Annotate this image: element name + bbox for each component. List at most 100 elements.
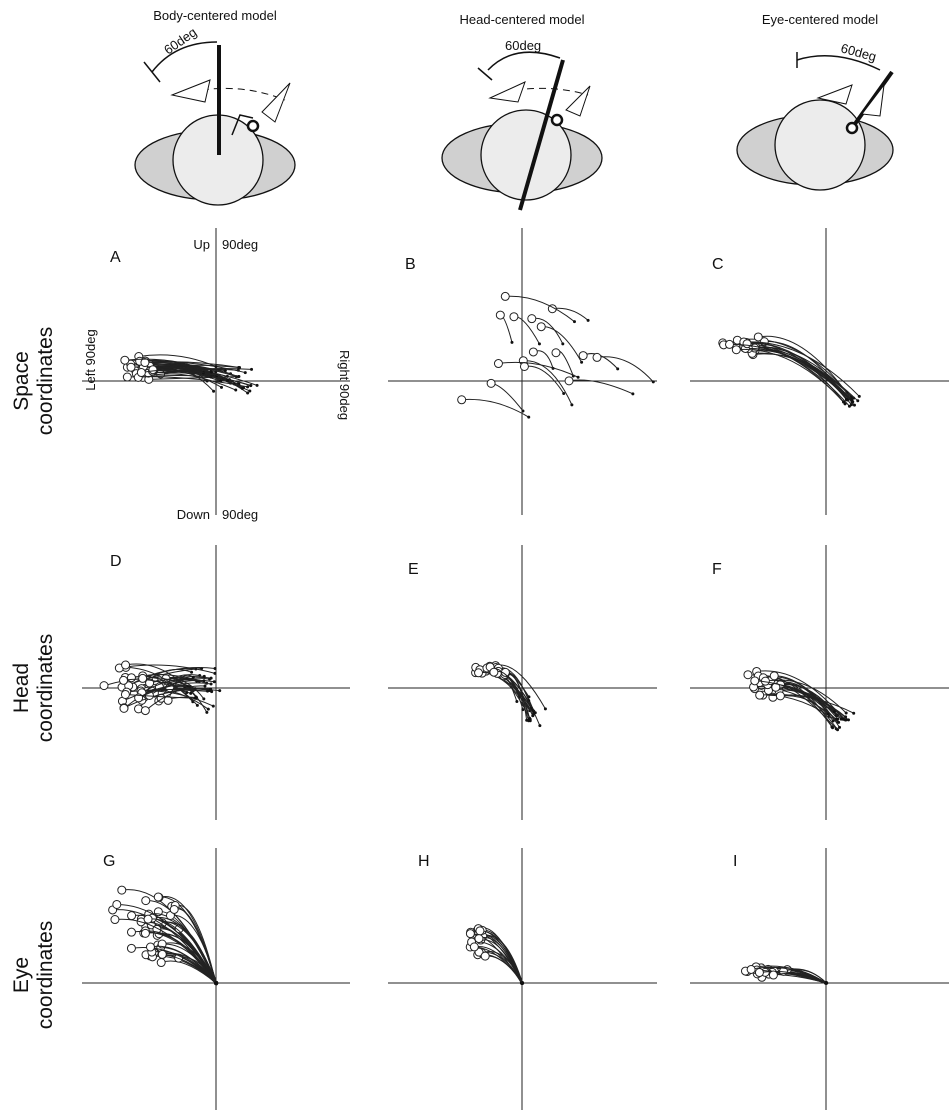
trajectory [745,347,853,401]
panel-letter: I [733,853,737,870]
trajectory [762,694,839,723]
trajectory-end [537,342,541,346]
trajectory-start [136,368,146,378]
trajectory-start [527,314,537,324]
trajectory-end [830,725,834,729]
trajectory-start [465,929,475,939]
trajectory-start [163,695,173,705]
trajectory-end [248,389,252,393]
trajectory-start [489,667,499,677]
trajectory-end [826,712,830,716]
trajectory-end [838,725,842,729]
trajectory [150,945,217,983]
model-title: Eye-centered model [762,12,878,27]
trajectory [770,679,847,714]
trajectory-end [837,720,841,724]
trajectory-end [241,386,245,390]
trajectory [126,689,208,693]
axis-label: Up [193,237,210,252]
trajectory-end [195,703,199,707]
trajectory-start [145,678,155,688]
trajectory-end [223,369,227,373]
trajectory [131,676,198,706]
trajectory-start [141,896,151,906]
trajectory [505,295,575,323]
trajectory-start [500,291,510,301]
trajectory-end [214,981,218,985]
panel-letter: E [408,561,419,578]
trajectory-end [209,682,213,686]
axis-label: Down [177,507,210,522]
trajectory-end [616,367,620,371]
trajectory-start [120,355,130,365]
trajectory-end [238,366,242,370]
trajectory-end [856,399,860,403]
trajectory-end [190,670,194,674]
trajectory-end [206,707,210,711]
trajectory-start [157,949,167,959]
angle-label: 60deg [505,38,541,53]
trajectory-start [126,943,136,953]
row-label-line: coordinates [34,921,57,1030]
trajectory-start [564,376,574,386]
trajectory [148,376,239,380]
trajectory-end [219,379,223,383]
trajectory-start [143,914,153,924]
trajectory-start [768,970,778,980]
trajectory-end [209,676,213,680]
trajectory-start [475,926,485,936]
trajectory-end [202,679,206,683]
trajectory [125,663,197,698]
trajectory [596,356,654,383]
trajectory [116,903,217,983]
trajectory-end [631,392,635,396]
trajectory-start [121,660,131,670]
trajectory [737,338,848,393]
trajectory-start [731,345,741,355]
panel-letter: H [418,853,430,870]
trajectory-end [246,385,250,389]
trajectory [754,680,835,712]
trajectory-end [525,718,529,722]
trajectory-start [493,359,503,369]
trajectory-start [495,310,505,320]
panel-letter: B [405,256,416,273]
trajectory-end [250,367,254,371]
trajectory-end [543,707,547,711]
trajectory-start [120,689,130,699]
trajectory-start [743,670,753,680]
trajectory [531,317,564,345]
trajectory-end [561,342,565,346]
trajectory [149,675,205,684]
trajectory-start [138,673,148,683]
trajectory-start [480,951,490,961]
trajectory-end [570,403,574,407]
trajectory-start [750,676,760,686]
trajectory-start [753,332,763,342]
trajectory [743,341,860,397]
trajectory [144,361,228,381]
trajectory-end [203,684,207,688]
trajectory [774,675,838,720]
trajectory [541,326,583,363]
trajectory [147,918,217,984]
trajectory [747,342,844,403]
trajectory-end [520,981,524,985]
trajectory-end [831,719,835,723]
row-label-line: Eye [10,957,33,993]
trajectory-end [185,690,189,694]
trajectory-start [754,968,764,978]
trajectory [729,343,853,403]
trajectory [568,379,634,395]
trajectory-end [832,710,836,714]
trajectory [736,348,844,403]
trajectory-end [538,724,542,728]
axis-label: Left 90deg [83,329,98,390]
trajectory-start [112,899,122,909]
trajectory [114,918,217,984]
trajectory-end [243,371,247,375]
trajectory-end [212,389,216,393]
trajectory-start [126,362,136,372]
trajectory-start [769,671,779,681]
